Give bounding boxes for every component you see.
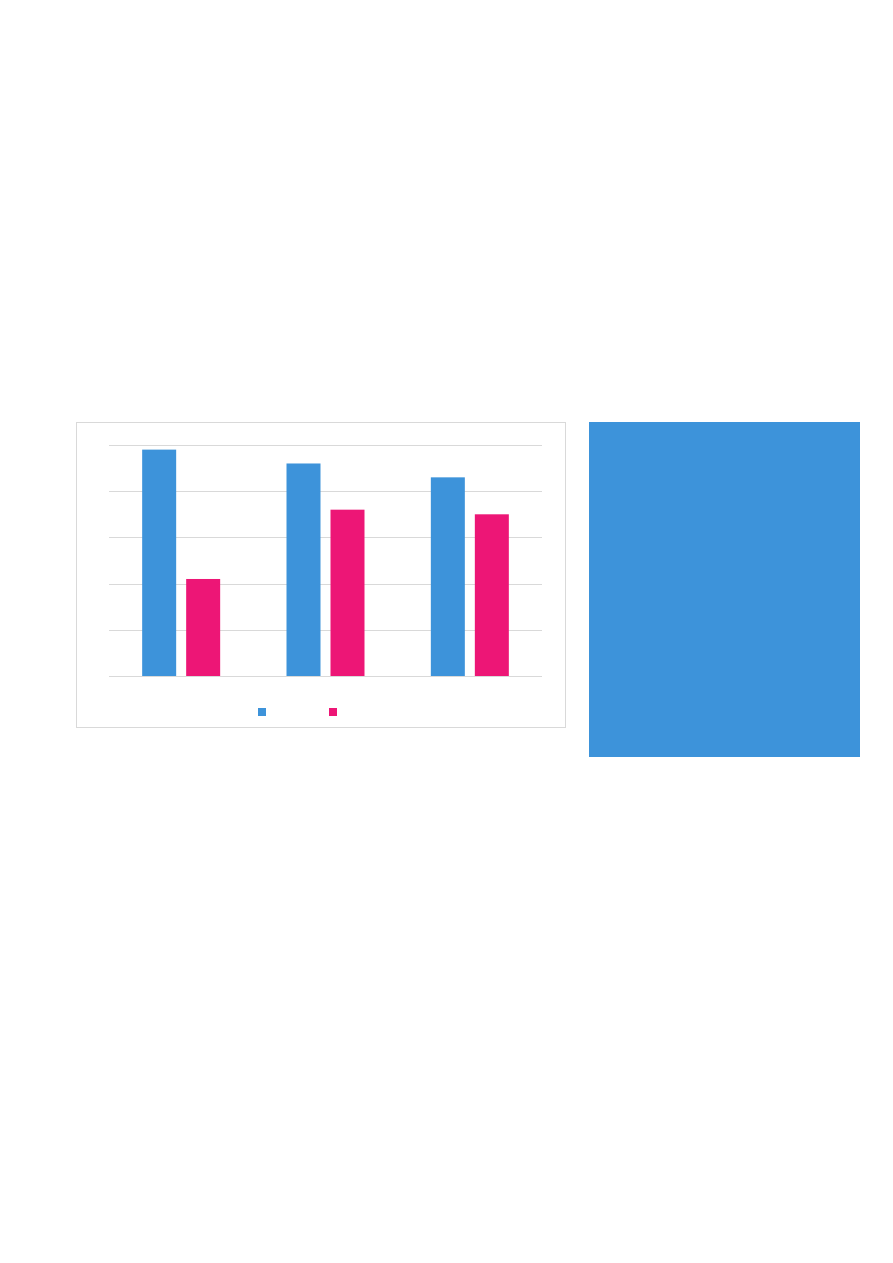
chart-container [76, 422, 566, 728]
bar-series-2-category-1 [186, 578, 221, 676]
bar-series-2-category-2 [330, 509, 365, 676]
legend-swatch-series-1 [258, 708, 266, 716]
bar-series-1-category-1 [142, 449, 177, 676]
bar-series-1-category-3 [430, 477, 465, 676]
bar-series-2-category-3 [474, 514, 509, 676]
bar-series-1-category-2 [286, 463, 321, 676]
legend-swatch-series-2 [329, 708, 337, 716]
side-panel [589, 422, 860, 757]
bar-chart [109, 445, 542, 716]
